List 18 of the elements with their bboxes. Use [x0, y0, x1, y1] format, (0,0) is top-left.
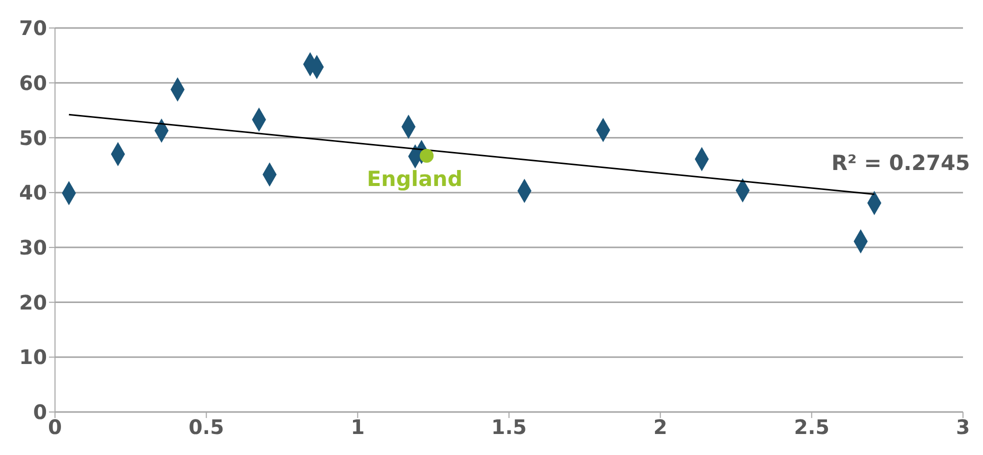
- y-tick-label: 70: [19, 16, 47, 40]
- point: [420, 148, 434, 163]
- y-tick-label: 60: [19, 70, 47, 95]
- x-tick-label: 1.5: [491, 415, 527, 440]
- x-tick-label: 1: [350, 415, 365, 440]
- y-tick-label: 10: [19, 345, 47, 370]
- series-label: England: [366, 166, 463, 191]
- y-tick-label: 40: [19, 180, 47, 205]
- y-tick-label: 50: [19, 126, 47, 150]
- x-tick-label: 0.5: [188, 415, 224, 440]
- x-tick-label: 2.5: [794, 415, 830, 440]
- y-tick-label: 20: [19, 290, 47, 314]
- x-tick-label: 2: [653, 415, 668, 440]
- y-tick-label: 30: [19, 236, 47, 260]
- y-tick-label: 0: [33, 400, 47, 424]
- x-tick-label: 0: [48, 415, 62, 440]
- annotation: R² = 0.2745: [831, 151, 970, 175]
- x-tick-label: 3: [956, 415, 970, 440]
